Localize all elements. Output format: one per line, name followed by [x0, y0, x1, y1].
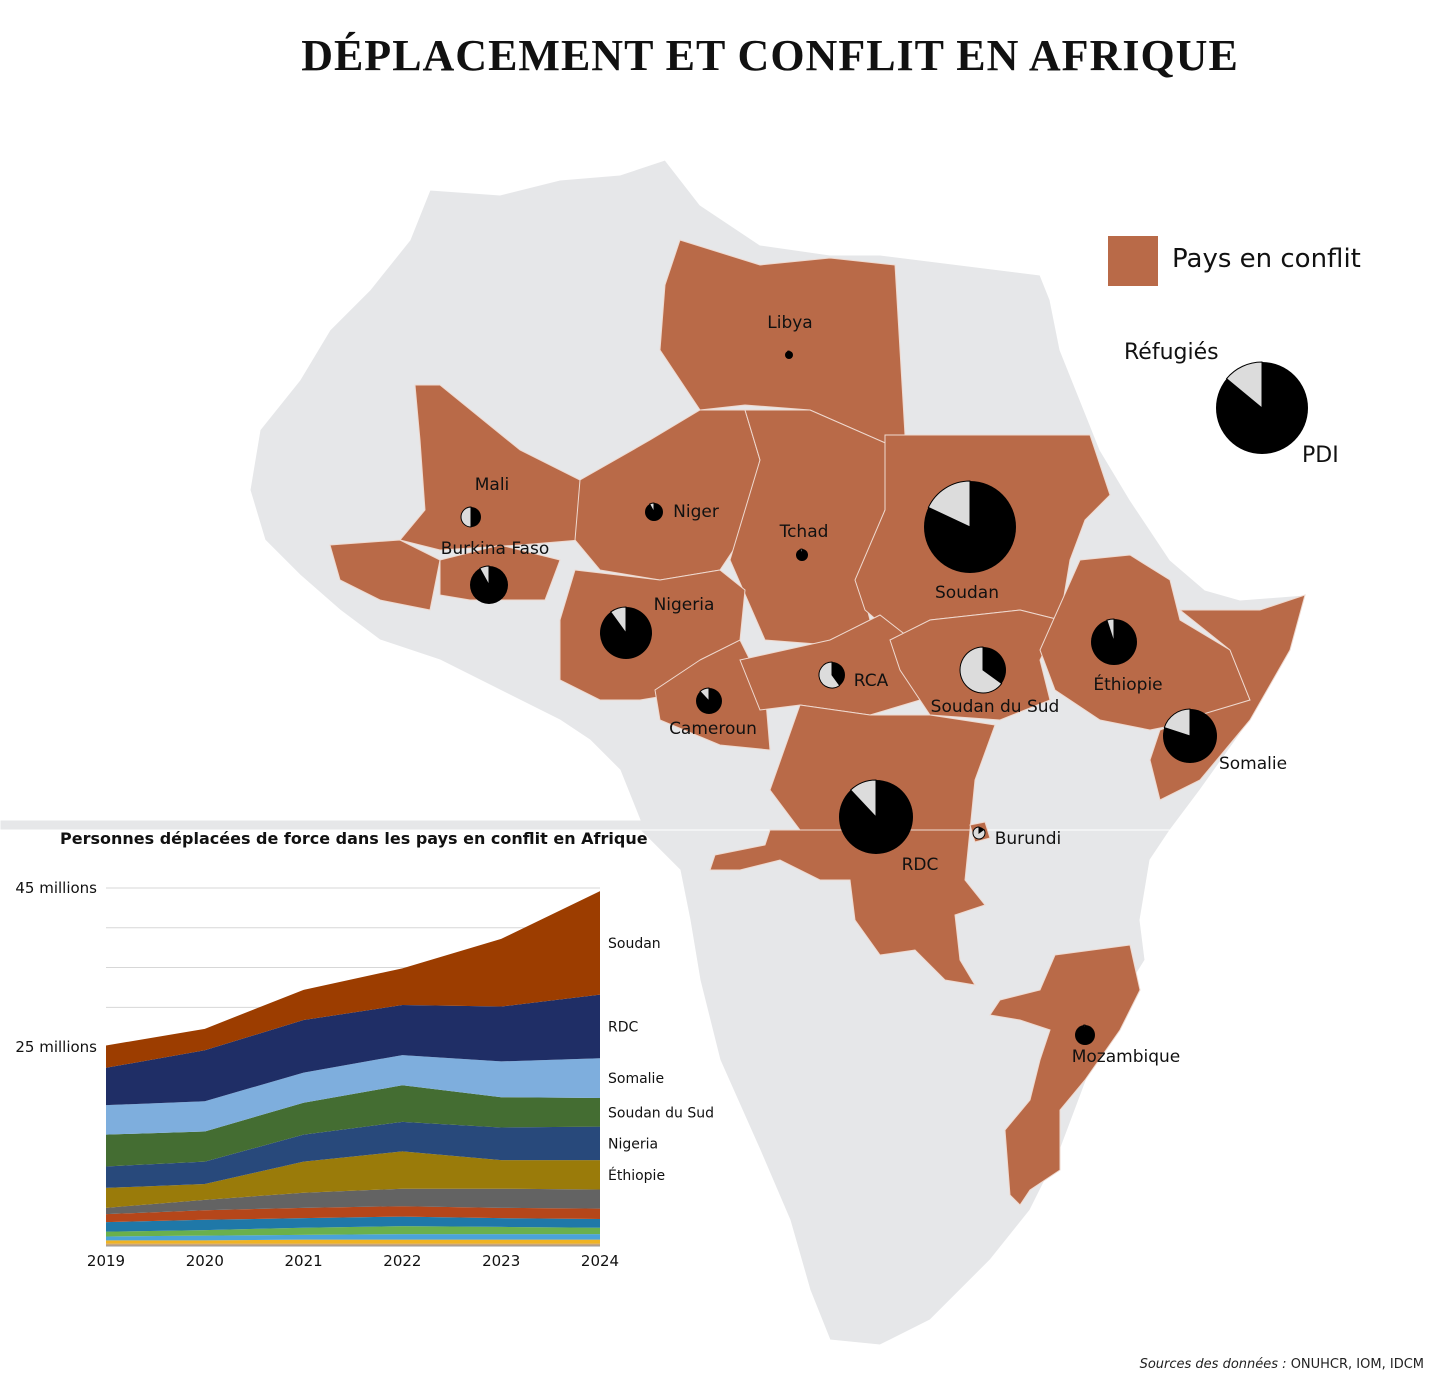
label-nigeria: Nigeria: [654, 595, 715, 615]
legend-conflict-swatch: [1108, 236, 1158, 286]
series-area-1: [106, 1239, 600, 1244]
label-somalie: Somalie: [1219, 754, 1287, 774]
area-chart: Éthiopie Nigeria Soudan du Sud Somalie RDC So…: [15, 879, 714, 1270]
series-label: Soudan: [608, 936, 661, 952]
series-area-2: [106, 1234, 600, 1241]
series-label: Somalie: [608, 1071, 664, 1087]
pie-burkina-faso-refugees: [479, 565, 490, 586]
series-area-7: [106, 1151, 600, 1208]
series-area-11: [106, 994, 600, 1106]
series-area-0: [106, 1243, 600, 1246]
pie-layer: [460, 350, 1217, 763]
label-mali: Mali: [475, 475, 510, 495]
pie-soudan-refugees: [927, 480, 971, 528]
conflict-zones-south: [709, 821, 1141, 1206]
series-area-12: [106, 891, 600, 1068]
label-mozambique: Mozambique: [1072, 1047, 1181, 1067]
x-tick-label: 2023: [482, 1252, 520, 1270]
series-area-6: [106, 1188, 600, 1215]
pie-mozambique: [1075, 1024, 1095, 1045]
x-tick-label: 2020: [186, 1252, 224, 1270]
pie-nigeria: [600, 606, 652, 659]
pie-cameroun-refugees: [699, 687, 710, 703]
pie-mozambique-pdi: [1075, 1025, 1095, 1045]
x-tick-label: 2019: [87, 1252, 125, 1270]
chart-title: Personnes déplacées de force dans les pa…: [60, 829, 648, 848]
series-label: Soudan du Sud: [608, 1105, 714, 1121]
source-label: Sources des données :: [1139, 1357, 1287, 1372]
source-note: Sources des données : ONUHCR, IOM, IDCM: [1140, 1357, 1424, 1372]
rdc-shape-south: [709, 829, 986, 986]
pie-tchad-refugees: [799, 548, 803, 556]
label-rdc: RDC: [902, 855, 939, 875]
pie-soudan-du-sud-refugees: [959, 646, 1003, 694]
pie-niger: [645, 502, 663, 521]
series-area-5: [106, 1206, 600, 1223]
pie-libya-refugees: [787, 350, 790, 356]
series-label: RDC: [608, 1019, 639, 1035]
series-area-3: [106, 1226, 600, 1237]
label-libya: Libya: [767, 313, 812, 333]
label-soudan: Soudan: [935, 583, 999, 603]
pie-soudan: [924, 480, 1016, 573]
label-rca: RCA: [854, 671, 889, 691]
label-burkina: Burkina Faso: [441, 539, 549, 559]
west-shape: [329, 539, 441, 611]
pie--thiopie: [1091, 618, 1137, 665]
pie-nigeria-refugees: [610, 606, 627, 635]
x-tick-label: 2021: [285, 1252, 323, 1270]
series-label: Nigeria: [608, 1136, 658, 1152]
legend-refugees-label: Réfugiés: [1124, 340, 1219, 365]
pie-mali: [460, 506, 481, 528]
map-title: DÉPLACEMENT ET CONFLIT EN AFRIQUE: [301, 31, 1239, 80]
label-cameroun: Cameroun: [669, 719, 757, 739]
series-area-8: [106, 1121, 600, 1188]
label-ethiopie: Éthiopie: [1093, 673, 1162, 695]
pie-libya: [785, 350, 793, 359]
conflict-zones: [329, 239, 1306, 830]
pie-rca-refugees: [818, 661, 841, 689]
legend-conflict-label: Pays en conflit: [1172, 244, 1361, 274]
series-area-4: [106, 1216, 600, 1232]
x-tick-label: 2022: [383, 1252, 421, 1270]
mali-shape: [399, 384, 581, 551]
pie-tchad: [796, 548, 808, 561]
pie-niger-refugees: [648, 502, 655, 513]
series-area-9: [106, 1085, 600, 1167]
rdc-shape: [769, 704, 996, 830]
pie-mali-refugees: [460, 506, 472, 528]
pie-cameroun: [696, 687, 722, 714]
y-tick-label: 25 millions: [15, 1038, 97, 1056]
pie--thiopie-refugees: [1106, 618, 1115, 643]
label-burundi: Burundi: [995, 829, 1062, 849]
label-ssudan: Soudan du Sud: [931, 697, 1060, 717]
source-value: ONUHCR, IOM, IDCM: [1290, 1357, 1424, 1372]
label-niger: Niger: [673, 502, 719, 522]
pie-burkina-faso: [470, 565, 508, 604]
pie-somalie: [1163, 708, 1217, 763]
pie-somalie-refugees: [1163, 708, 1191, 737]
africa-map: Libya Mali Niger Burkina Faso Tchad Soud…: [0, 159, 1306, 830]
series-area-10: [106, 1055, 600, 1135]
pie-soudan-du-sud: [959, 646, 1006, 694]
x-tick-label: 2024: [581, 1252, 619, 1270]
series-label: Éthiopie: [608, 1167, 665, 1184]
label-tchad: Tchad: [779, 522, 829, 542]
y-tick-label: 45 millions: [15, 879, 97, 897]
mozambique-shape: [989, 944, 1141, 1206]
legend-pdi-label: PDI: [1302, 443, 1339, 468]
pie-mozambique-refugees: [1083, 1024, 1086, 1036]
pie-rca: [818, 661, 845, 689]
